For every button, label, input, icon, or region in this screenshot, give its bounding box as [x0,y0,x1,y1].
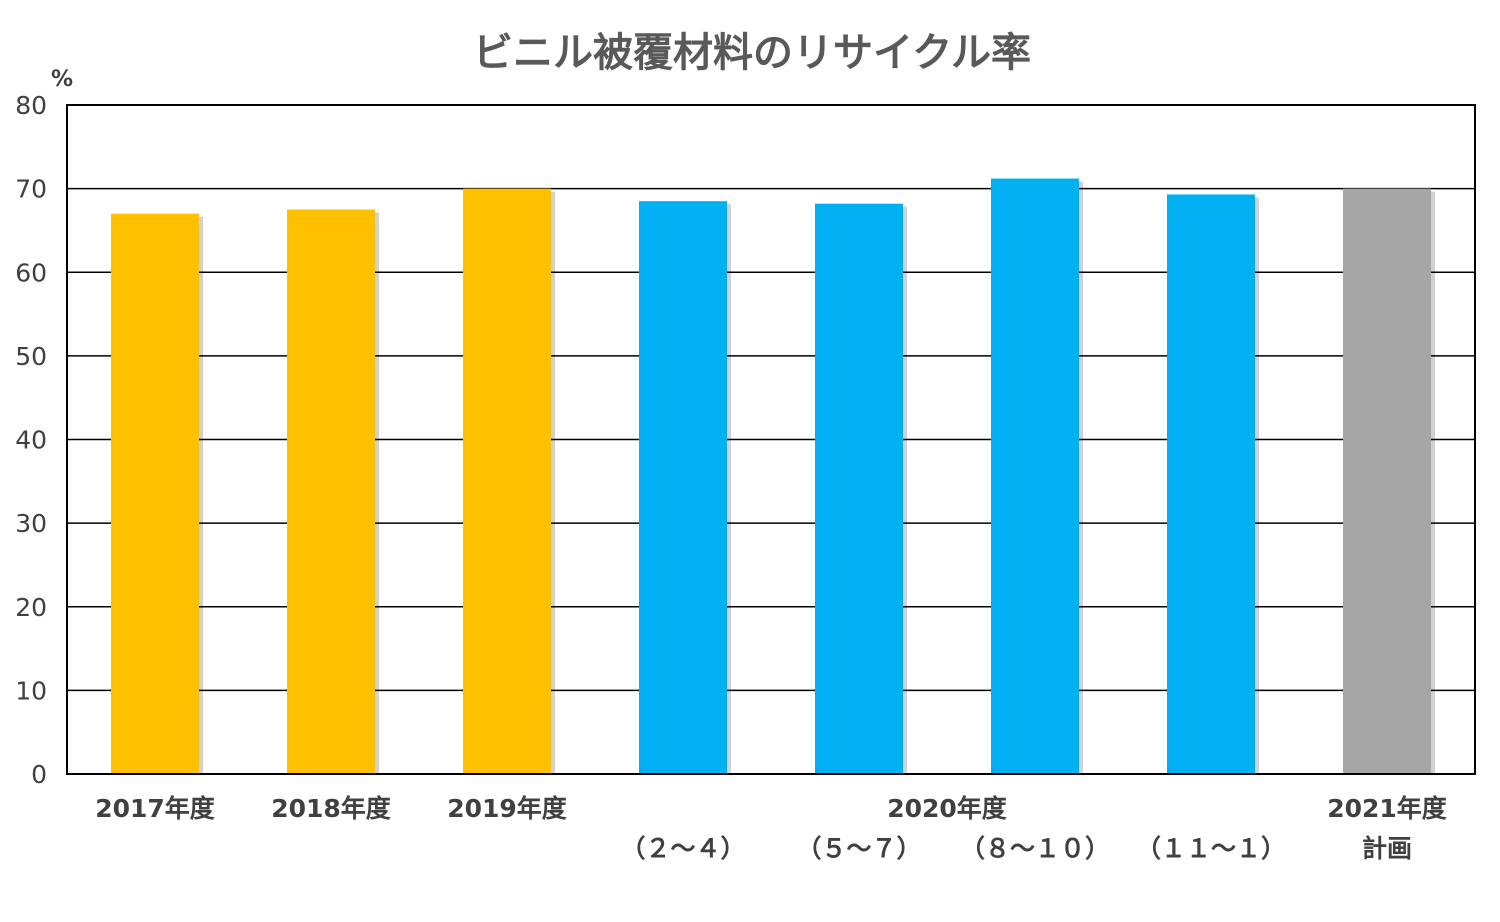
x-axis-labels: 2017年度 2018年度 2019年度 （２～４） （５～７） （８～１０） （１１～１）… [95,794,1447,863]
x-tick-label: 2017年度 [95,794,215,823]
x-group-label-2020: 2020年度 [887,794,1007,823]
bar-7 [1167,194,1255,774]
x-tick-label: 2019年度 [447,794,567,823]
chart-title: ビニル被覆材料のリサイクル率 [473,30,1031,76]
bar-1 [111,213,199,774]
y-axis-ticks: 0 10 20 30 40 50 60 70 80 [15,91,47,789]
y-tick-label: 60 [15,258,47,287]
x-tick-sublabel: （２～４） [620,834,745,863]
gridlines [67,187,1475,692]
y-tick-label: 40 [15,426,47,455]
x-tick-label: 2021年度 [1327,794,1447,823]
bar-5 [815,203,903,775]
bar-6 [991,178,1079,775]
y-tick-label: 80 [15,91,47,120]
bar-3 [463,188,551,774]
x-tick-sublabel: （８～１０） [960,834,1110,863]
y-tick-label: 10 [15,676,47,705]
y-tick-label: 30 [15,509,47,538]
x-tick-sublabel: （５～７） [796,834,921,863]
bars [111,178,1435,775]
bar-8 [1343,188,1431,774]
bar-2 [287,209,375,774]
bar-4 [639,201,727,774]
y-tick-label: 70 [15,175,47,204]
y-tick-label: 20 [15,593,47,622]
x-tick-sublabel: 計画 [1362,834,1412,863]
y-axis-unit: % [51,67,73,92]
x-tick-sublabel: （１１～１） [1136,834,1286,863]
x-tick-label: 2018年度 [271,794,391,823]
plot-frame [66,104,1476,775]
y-tick-label: 0 [31,760,47,789]
y-tick-label: 50 [15,342,47,371]
